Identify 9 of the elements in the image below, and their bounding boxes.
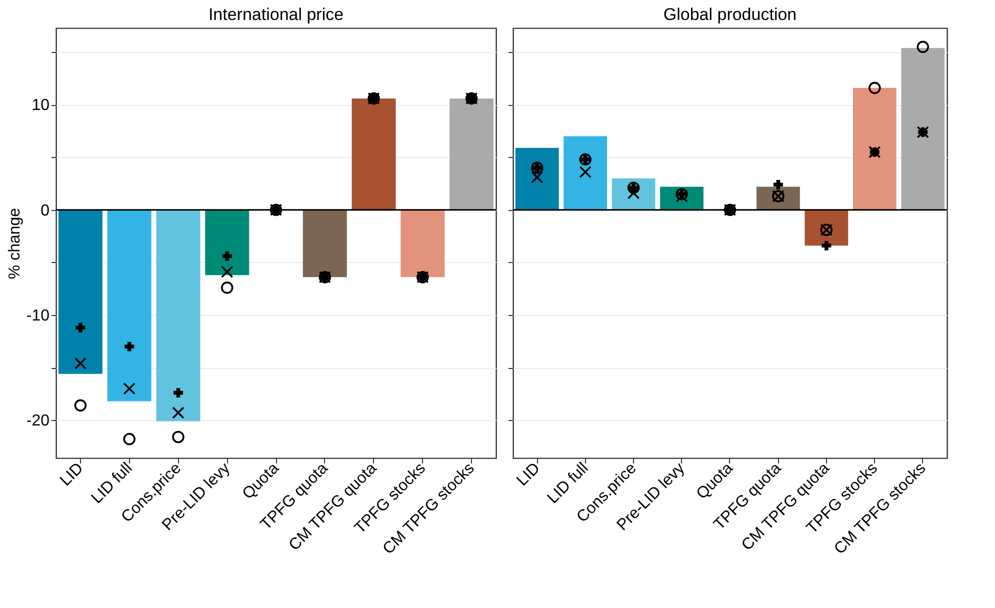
x-tick-label: LID <box>514 460 544 490</box>
y-tick-label: -10 <box>26 308 50 325</box>
chart-title: International price <box>208 5 344 24</box>
y-axis-title: % change <box>6 208 24 280</box>
chart-title: Global production <box>663 5 797 24</box>
y-tick-label: 10 <box>32 97 50 114</box>
x-tick-label: LID <box>57 460 87 490</box>
y-tick-label: 0 <box>40 202 50 220</box>
y-tick-label: -20 <box>26 412 50 430</box>
